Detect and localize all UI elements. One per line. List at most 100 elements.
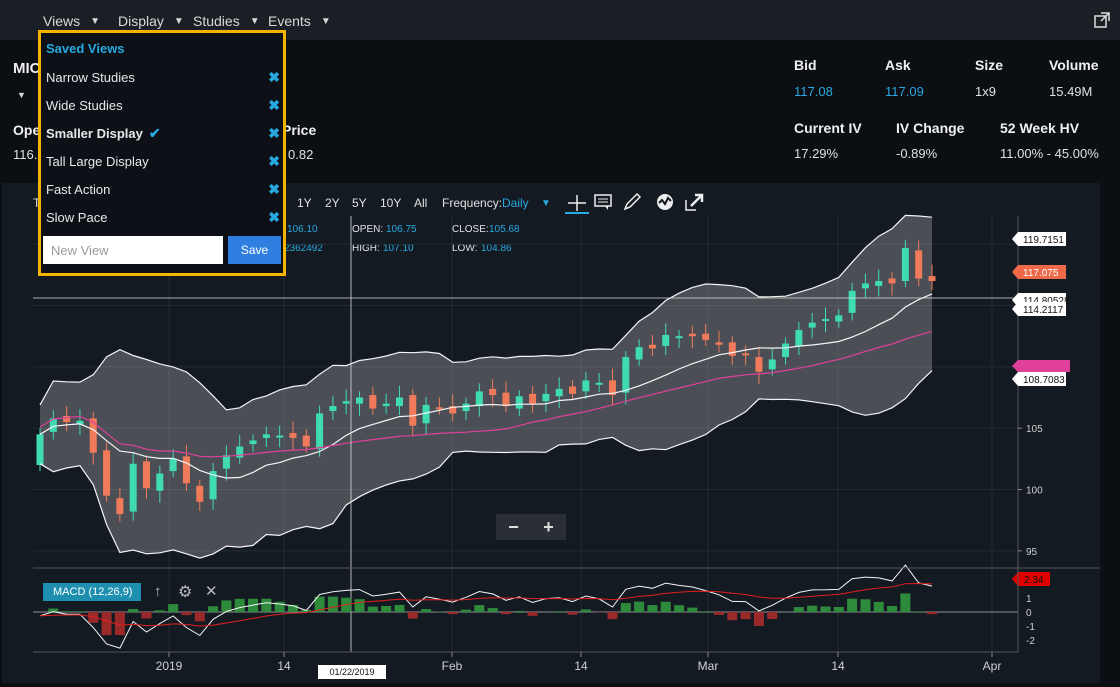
save-view-button[interactable]: Save (228, 236, 281, 264)
macd-histogram-bar (607, 612, 618, 620)
candle-body (329, 406, 337, 412)
candle-body (755, 357, 763, 372)
popout-icon[interactable] (1094, 12, 1110, 28)
close-icon[interactable]: ✕ (205, 583, 218, 600)
checkmark-icon: ✔ (148, 124, 161, 141)
saved-view-label: Fast Action (46, 181, 111, 197)
macd-histogram-bar (527, 612, 538, 616)
macd-histogram-bar (61, 611, 72, 612)
candle-body (795, 330, 803, 347)
range-2y[interactable]: 2Y (325, 196, 340, 210)
delete-icon[interactable]: ✖ (268, 152, 280, 169)
candle-body (835, 315, 843, 322)
range-10y[interactable]: 10Y (380, 196, 402, 210)
share-icon[interactable] (682, 190, 706, 214)
candle-body (449, 406, 457, 414)
frequency-label: Frequency: (442, 196, 503, 210)
arrow-up-icon[interactable]: ↑ (154, 583, 162, 600)
delete-icon[interactable]: ✖ (268, 68, 280, 85)
price-tag-label: 114.2117 (1023, 305, 1064, 316)
macd-tag (1012, 572, 1050, 586)
price-tag-label: 117.075 (1023, 268, 1059, 279)
candle-body (569, 386, 577, 394)
frequency-select[interactable]: Daily (502, 196, 529, 210)
chevron-down-icon[interactable]: ▼ (541, 198, 551, 209)
studies-menu-label: Studies (193, 13, 240, 29)
open-label: Ope (13, 122, 41, 138)
candle-body (196, 485, 204, 502)
candle-body (582, 380, 590, 392)
study-icon[interactable] (654, 192, 676, 212)
saved-view-item[interactable]: Narrow Studies ✖ (46, 66, 282, 88)
candle-body (276, 435, 284, 438)
caret-down-icon[interactable]: ▼ (17, 90, 26, 100)
macd-histogram-bar (327, 596, 338, 612)
macd-histogram-bar (181, 612, 192, 616)
saved-view-label: Wide Studies (46, 97, 123, 113)
close-prev-value: 106.10 (287, 224, 318, 235)
delete-icon[interactable]: ✖ (268, 124, 280, 141)
views-menu[interactable]: Views ▼ (43, 13, 100, 29)
candle-body (928, 276, 936, 282)
zoom-in-button[interactable]: + (543, 517, 554, 537)
zoom-out-button[interactable]: − (508, 517, 519, 537)
saved-view-item[interactable]: Slow Pace ✖ (46, 206, 282, 228)
candle-body (63, 415, 71, 423)
delete-icon[interactable]: ✖ (268, 96, 280, 113)
toolbar-t[interactable]: T (33, 196, 41, 210)
bollinger-band-fill (40, 215, 932, 559)
saved-view-item[interactable]: Tall Large Display ✖ (46, 150, 282, 172)
price-label: Price (282, 122, 317, 138)
delete-icon[interactable]: ✖ (268, 180, 280, 197)
macd-histogram-bar (767, 612, 778, 620)
comment-icon[interactable] (593, 193, 613, 211)
price-value: 0.82 (288, 147, 314, 162)
macd-histogram-bar (833, 606, 844, 612)
saved-view-item[interactable]: Wide Studies ✖ (46, 94, 282, 116)
delete-icon[interactable]: ✖ (268, 208, 280, 225)
ohlc-low-label: LOW: (452, 243, 478, 254)
range-1y[interactable]: 1Y (297, 196, 312, 210)
events-menu[interactable]: Events ▼ (268, 13, 331, 29)
macd-histogram-bar (660, 601, 671, 612)
display-menu[interactable]: Display ▼ (118, 13, 184, 29)
candle-body (169, 458, 177, 472)
saved-view-label: Narrow Studies (46, 69, 135, 85)
macd-histogram-bar (194, 612, 205, 622)
macd-histogram-bar (887, 605, 898, 612)
candle-body (76, 420, 84, 425)
candle-body (356, 397, 364, 404)
range-all[interactable]: All (414, 196, 428, 210)
macd-label[interactable]: MACD (12,26,9) (43, 583, 141, 601)
studies-menu[interactable]: Studies ▼ (193, 13, 260, 29)
crosshair-icon[interactable] (565, 192, 589, 214)
saved-views-title: Saved Views (46, 41, 125, 56)
candle-body (382, 403, 390, 407)
price-tag-label: 108.7083 (1023, 375, 1065, 386)
ask-value: 117.09 (885, 84, 924, 99)
range-5y[interactable]: 5Y (352, 196, 367, 210)
saved-view-label: Smaller Display (46, 125, 143, 141)
macd-histogram-bar (567, 612, 578, 615)
saved-view-item[interactable]: Fast Action ✖ (46, 178, 282, 200)
saved-view-item-selected[interactable]: Smaller Display ✔ ✖ (46, 122, 282, 144)
macd-histogram-bar (580, 609, 591, 612)
candle-body (143, 461, 151, 489)
macd-signal-line (39, 582, 933, 627)
chevron-down-icon: ▼ (320, 15, 331, 27)
gear-icon[interactable]: ⚙ (178, 584, 193, 601)
pencil-icon[interactable] (622, 192, 644, 212)
macd-histogram-bar (154, 610, 165, 612)
bid-label: Bid (794, 57, 817, 73)
macd-line (39, 564, 933, 649)
bollinger-mid-line (39, 293, 933, 479)
candle-body (129, 463, 137, 512)
ohlc-high-value: 107.10 (383, 243, 414, 254)
macd-histogram-bar (713, 612, 724, 615)
ma-tag (1012, 360, 1070, 372)
new-view-input[interactable] (43, 236, 223, 264)
macd-histogram-bar (74, 611, 85, 612)
candle-body (808, 322, 816, 328)
current-iv-label: Current IV (794, 120, 862, 136)
